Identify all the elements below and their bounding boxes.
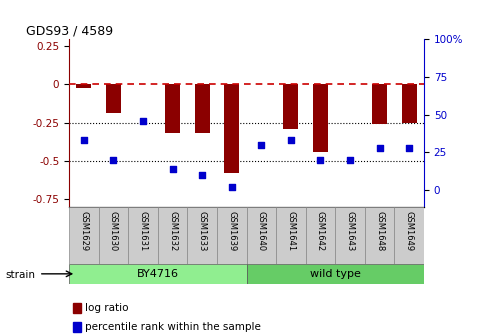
Bar bbox=[394, 207, 424, 264]
Bar bbox=[365, 207, 394, 264]
Bar bbox=[246, 264, 424, 284]
Text: percentile rank within the sample: percentile rank within the sample bbox=[85, 322, 261, 332]
Point bbox=[376, 145, 384, 151]
Text: GSM1643: GSM1643 bbox=[346, 211, 354, 251]
Bar bbox=[69, 264, 246, 284]
Bar bbox=[276, 207, 306, 264]
Text: GSM1630: GSM1630 bbox=[109, 211, 118, 251]
Point bbox=[80, 138, 88, 143]
Point bbox=[109, 157, 117, 163]
Point bbox=[169, 167, 176, 172]
Text: GSM1642: GSM1642 bbox=[316, 211, 325, 251]
Text: GSM1640: GSM1640 bbox=[257, 211, 266, 251]
Text: strain: strain bbox=[5, 270, 35, 280]
Bar bbox=[76, 84, 91, 87]
Bar bbox=[106, 84, 121, 114]
Bar bbox=[313, 84, 328, 152]
Text: GDS93 / 4589: GDS93 / 4589 bbox=[27, 25, 113, 38]
Bar bbox=[217, 207, 246, 264]
Text: GSM1632: GSM1632 bbox=[168, 211, 177, 251]
Text: BY4716: BY4716 bbox=[137, 269, 179, 279]
Point bbox=[257, 142, 265, 148]
Bar bbox=[187, 207, 217, 264]
Point bbox=[346, 157, 354, 163]
Point bbox=[228, 185, 236, 190]
Text: GSM1639: GSM1639 bbox=[227, 211, 236, 251]
Bar bbox=[372, 84, 387, 124]
Text: GSM1629: GSM1629 bbox=[79, 211, 88, 251]
Point bbox=[139, 118, 147, 123]
Text: GSM1641: GSM1641 bbox=[286, 211, 295, 251]
Point bbox=[405, 145, 413, 151]
Bar bbox=[402, 84, 417, 123]
Bar bbox=[73, 303, 81, 313]
Point bbox=[287, 138, 295, 143]
Text: wild type: wild type bbox=[310, 269, 361, 279]
Bar bbox=[306, 207, 335, 264]
Text: GSM1649: GSM1649 bbox=[405, 211, 414, 251]
Text: GSM1648: GSM1648 bbox=[375, 211, 384, 251]
Bar bbox=[335, 207, 365, 264]
Text: GSM1633: GSM1633 bbox=[198, 211, 207, 251]
Bar bbox=[195, 84, 210, 133]
Text: log ratio: log ratio bbox=[85, 303, 128, 313]
Bar bbox=[224, 84, 239, 173]
Bar bbox=[158, 207, 187, 264]
Point bbox=[198, 173, 206, 178]
Bar bbox=[99, 207, 128, 264]
Text: GSM1631: GSM1631 bbox=[139, 211, 147, 251]
Bar bbox=[165, 84, 180, 133]
Bar bbox=[69, 207, 99, 264]
Bar bbox=[128, 207, 158, 264]
Bar bbox=[283, 84, 298, 129]
Point bbox=[317, 157, 324, 163]
Bar bbox=[73, 322, 81, 332]
Bar bbox=[246, 207, 276, 264]
